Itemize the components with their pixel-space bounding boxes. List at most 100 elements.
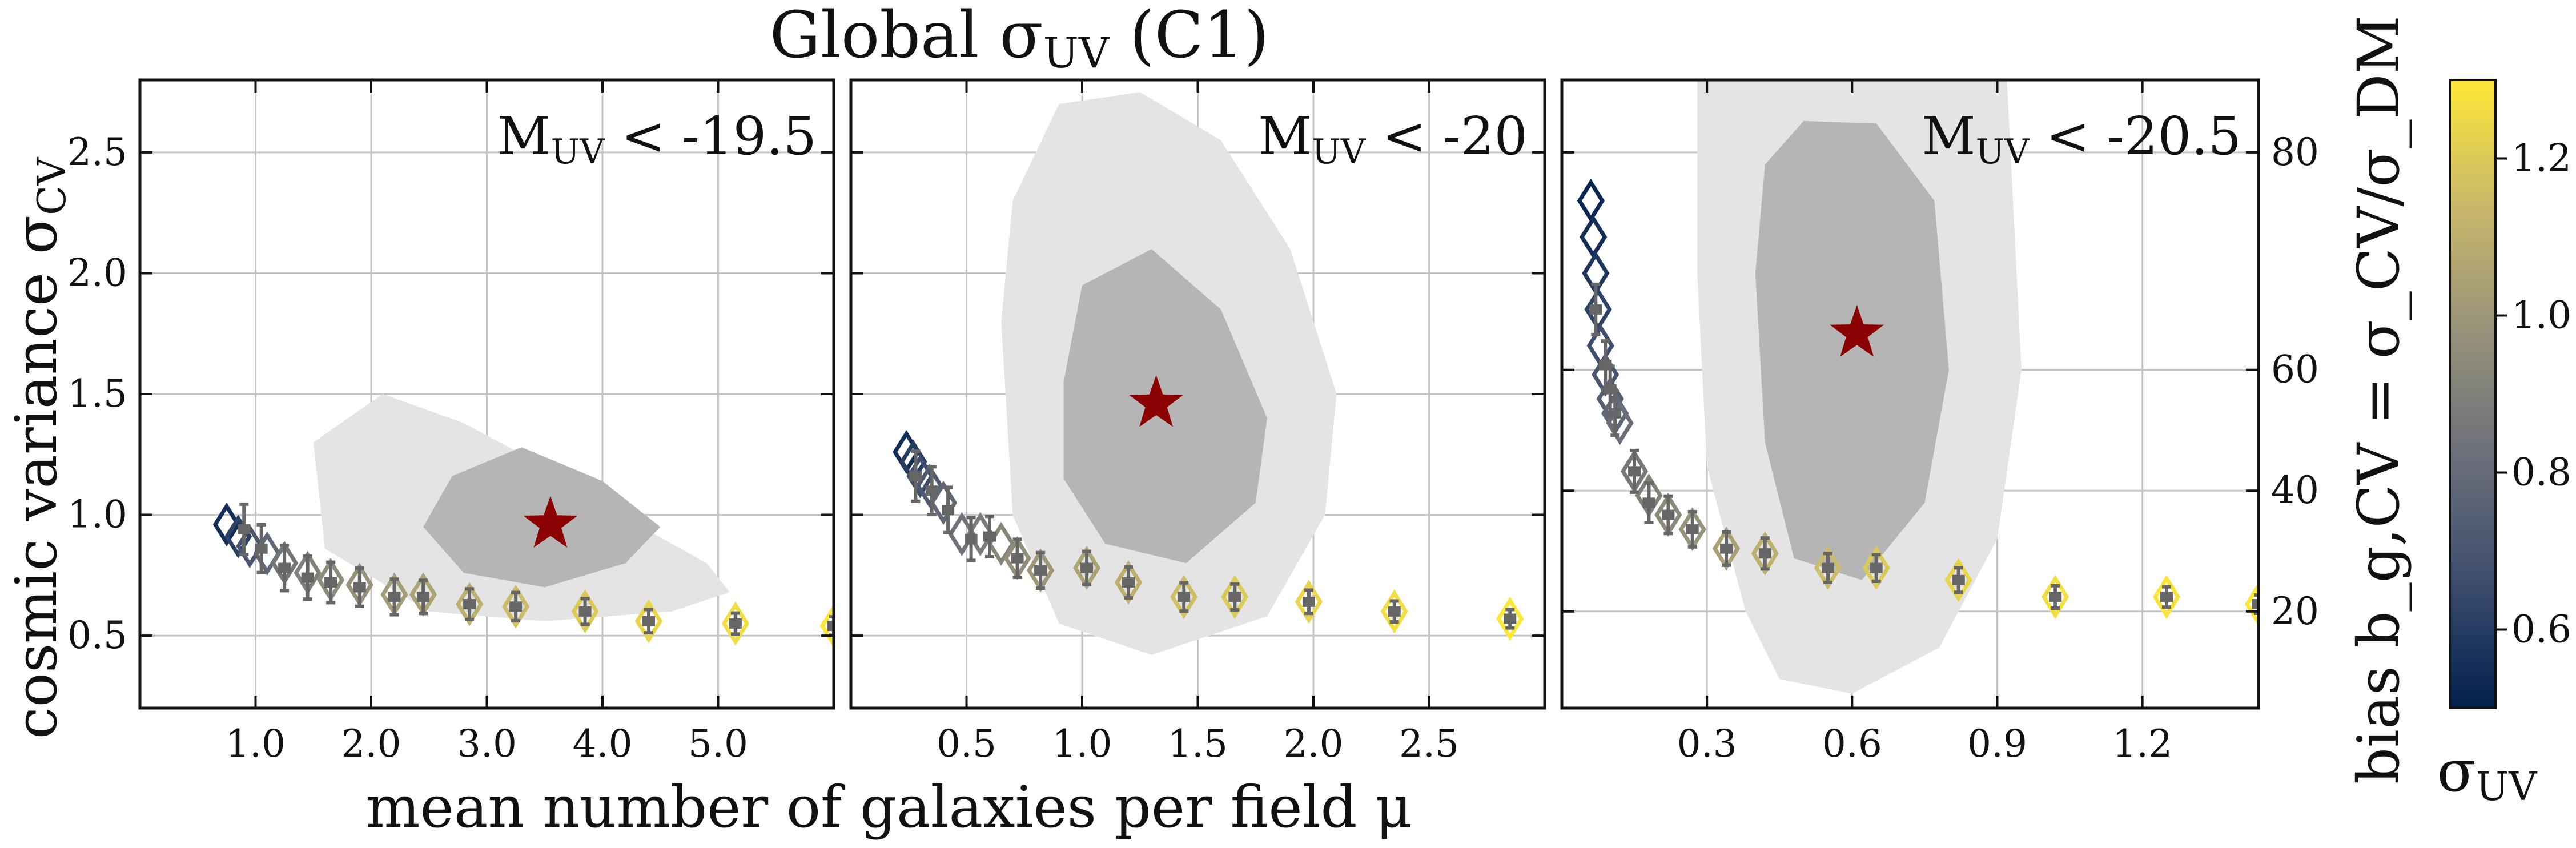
bias-point	[2152, 574, 2181, 619]
sigma-cv-point	[1080, 562, 1094, 573]
sigma-cv-point	[983, 531, 996, 542]
x-tick-label: 0.5	[937, 722, 996, 766]
sigma-cv-point	[1758, 548, 1771, 559]
plot-area	[1562, 80, 2258, 708]
sigma-cv-point	[1821, 562, 1834, 573]
panel-label-main: M	[1922, 106, 1975, 167]
bias-point	[1862, 546, 1890, 590]
bias-point	[819, 604, 834, 648]
sigma-cv-point	[463, 599, 476, 610]
bias-point	[1114, 560, 1143, 605]
x-tick-label: 3.0	[457, 722, 517, 766]
colorbar-tick-label: 0.6	[2511, 608, 2571, 652]
sigma-cv-point	[278, 562, 291, 573]
sigma-cv-point	[578, 606, 592, 617]
y-tick-label: 80	[2271, 130, 2319, 174]
sigma-cv-point	[2252, 599, 2258, 610]
best-fit-star	[523, 496, 578, 548]
panel-mag-19-5: 1.0 2.0 3.0 4.0 5.0 0.5 1.0 1.5 2.0 2.5 MUV < -19.…	[67, 78, 835, 766]
panel-label: MUV < -20.5	[1922, 106, 2241, 172]
bias-point	[1579, 215, 1608, 259]
sigma-cv-point	[1720, 543, 1733, 554]
panel-label-rest: < -20.5	[2029, 106, 2241, 167]
best-fit-star	[1830, 305, 1884, 357]
y-tick-label: 40	[2271, 468, 2319, 512]
y-tick-label: 1.0	[67, 493, 127, 537]
bias-point	[1380, 589, 1408, 634]
bias-point	[2041, 574, 2069, 619]
y-axis-label-left: cosmic variance σCV	[3, 156, 75, 739]
sigma-cv-point	[1388, 606, 1401, 617]
panel-label: MUV < -20	[1258, 106, 1528, 172]
panel-label-main: M	[1258, 106, 1312, 167]
panel-label-sub: UV	[1312, 132, 1367, 172]
sigma-cv-point	[324, 577, 337, 588]
x-axis-label: mean number of galaxies per field μ	[366, 774, 1413, 841]
panel-label-sub: UV	[1976, 132, 2031, 172]
bias-point	[721, 601, 750, 646]
figure-title-sub: UV	[1043, 29, 1110, 78]
sigma-cv-point	[1122, 577, 1135, 588]
panel-label-main: M	[497, 106, 550, 167]
panel-mag-20: 0.5 1.0 1.5 2.0 2.5 MUV < -20	[849, 78, 1546, 766]
bias-point	[1496, 596, 1524, 641]
sigma-cv-point	[965, 533, 978, 544]
bias-point	[1221, 574, 1249, 619]
y-axis-label-left-sub: CV	[30, 156, 75, 215]
x-tick-label: 2.5	[1399, 722, 1459, 766]
sigma-cv-point	[1034, 565, 1047, 576]
x-tick-label: 0.3	[1677, 722, 1737, 766]
sigma-cv-point	[1178, 592, 1191, 602]
sigma-cv-point	[1302, 596, 1315, 607]
bias-point	[2244, 582, 2258, 626]
sigma-cv-point	[388, 592, 401, 602]
bias-point	[571, 589, 599, 634]
figure-title-suffix: (C1)	[1109, 0, 1269, 73]
sigma-cv-point	[1952, 574, 1965, 585]
sigma-cv-point	[1628, 466, 1641, 477]
sigma-cv-point	[509, 601, 523, 612]
x-tick-label: 0.6	[1822, 722, 1882, 766]
figure-title: Global σUV (C1)	[770, 0, 1269, 78]
bias-point	[1170, 574, 1198, 619]
panel-mag-20-5: 0.3 0.6 0.9 1.2 20 40 60 80 MUV < -20.5	[1560, 78, 2319, 766]
sigma-cv-point	[1011, 553, 1024, 564]
sigma-cv-point	[417, 592, 430, 602]
colorbar	[2449, 79, 2497, 709]
bias-point	[634, 599, 663, 644]
bias-point	[501, 584, 530, 629]
panel-label-rest: < -20	[1365, 106, 1528, 167]
axes-frame	[1560, 78, 2260, 710]
best-fit-star	[1129, 375, 1184, 427]
plot-area	[851, 80, 1545, 708]
figure-title-main: Global σ	[770, 0, 1043, 73]
y-axis-label-left-main: cosmic variance σ	[3, 215, 70, 739]
x-tick-label: 1.0	[226, 722, 286, 766]
sigma-cv-point	[1609, 408, 1622, 419]
colorbar-tick-label: 1.2	[2511, 136, 2571, 180]
sigma-cv-point	[1228, 592, 1241, 602]
sigma-cv-point	[925, 485, 938, 496]
colorbar-tick-label: 0.8	[2511, 451, 2571, 495]
sigma-cv-point	[301, 572, 314, 583]
sigma-cv-point	[1686, 524, 1699, 534]
sigma-cv-point	[353, 582, 366, 593]
x-tick-label: 5.0	[688, 722, 748, 766]
y-tick-label: 20	[2271, 589, 2319, 633]
y-tick-label: 2.5	[67, 130, 127, 174]
bias-point	[236, 524, 264, 569]
sigma-cv-point	[238, 524, 251, 534]
x-tick-label: 1.5	[1168, 722, 1228, 766]
colorbar-label-sub: UV	[2476, 765, 2538, 810]
y-tick-label: 60	[2271, 348, 2319, 392]
y-tick-label: 2.0	[67, 251, 127, 295]
panel-label-rest: < -19.5	[604, 106, 817, 167]
x-tick-label: 2.0	[341, 722, 401, 766]
sigma-cv-point	[1642, 497, 1655, 508]
colorbar-ticks: 0.6 0.8 1.0 1.2	[2495, 136, 2571, 652]
bias-point	[1751, 531, 1779, 576]
colorbar-label: σUV	[2437, 738, 2538, 810]
x-tick-label: 4.0	[573, 722, 633, 766]
bias-point	[929, 480, 958, 525]
bias-point	[1295, 580, 1323, 624]
